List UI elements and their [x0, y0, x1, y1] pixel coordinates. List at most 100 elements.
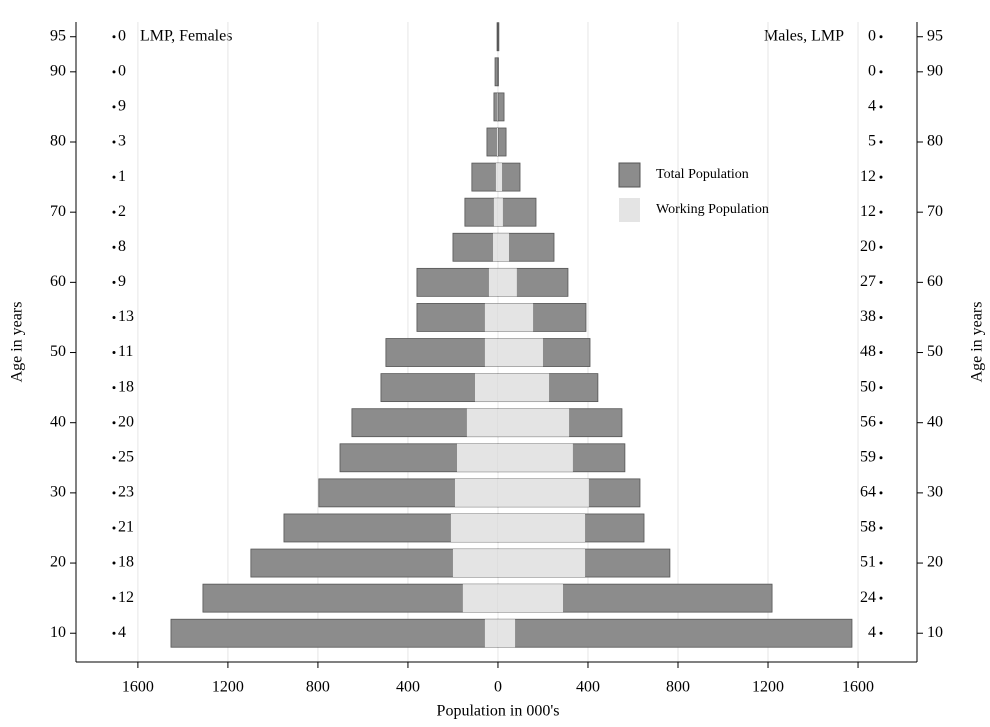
marker-dot [879, 280, 883, 284]
bar [484, 619, 498, 648]
y-tick-label: 20 [50, 554, 66, 571]
x-tick-label: 1200 [212, 679, 244, 696]
marker-dot [879, 70, 883, 74]
y-tick-label: 60 [50, 273, 66, 290]
bar [450, 513, 498, 542]
y-tick-label: 90 [927, 62, 943, 79]
bar [497, 373, 550, 402]
annotation-label: 4 [868, 624, 876, 641]
annotation-label: 20 [118, 413, 134, 430]
y-tick-label: 60 [927, 273, 943, 290]
bar [457, 443, 498, 472]
bar [497, 549, 586, 578]
y-tick-label: 40 [50, 413, 66, 430]
annotation-label: 58 [860, 519, 876, 536]
bar [497, 478, 589, 507]
bar [497, 408, 570, 437]
bar [486, 127, 499, 157]
marker-dot [879, 315, 883, 319]
annotation-label: 0 [868, 27, 876, 44]
bar [497, 198, 503, 227]
y-tick-label: 70 [50, 203, 66, 220]
annotation-label: 38 [860, 308, 876, 325]
bar [170, 618, 499, 648]
legend-label: Working Population [656, 202, 769, 217]
annotation-label: 9 [118, 273, 126, 290]
marker-dot [112, 631, 116, 635]
marker-dot [879, 596, 883, 600]
marker-dot [112, 315, 116, 319]
annotation-label: 59 [860, 448, 876, 465]
marker-dot [112, 35, 116, 39]
marker-dot [112, 421, 116, 425]
marker-dot [112, 140, 116, 144]
bar [497, 268, 517, 297]
bar [475, 373, 498, 402]
bar [497, 128, 498, 156]
bar [497, 197, 537, 227]
marker-dot [112, 70, 116, 74]
x-tick-label: 1600 [842, 679, 874, 696]
bar [497, 443, 573, 472]
marker-dot [112, 245, 116, 249]
bar [497, 233, 509, 262]
x-tick-label: 400 [396, 679, 420, 696]
annotation-label: 23 [118, 484, 134, 501]
marker-dot [879, 105, 883, 109]
bar [484, 303, 498, 332]
bar [452, 232, 499, 262]
marker-dot [879, 526, 883, 530]
annotation-label: 51 [860, 554, 876, 571]
marker-dot [112, 210, 116, 214]
y-tick-label: 70 [927, 203, 943, 220]
bar [497, 584, 564, 613]
y-tick-label: 95 [927, 27, 943, 44]
annotation-label: 13 [118, 308, 134, 325]
y-tick-label: 30 [50, 484, 66, 501]
annotation-label: 21 [118, 519, 134, 536]
y-tick-label: 10 [50, 624, 66, 641]
y-tick-label: 80 [50, 133, 66, 150]
marker-dot [112, 386, 116, 390]
annotation-label: 8 [118, 238, 126, 255]
left-title: LMP, Females [140, 28, 232, 45]
annotation-label: 5 [868, 133, 876, 150]
marker-dot [112, 596, 116, 600]
legend-label: Total Population [656, 167, 749, 182]
y-tick-label: 95 [50, 27, 66, 44]
marker-dot [112, 175, 116, 179]
bar [497, 92, 505, 122]
bar [497, 618, 853, 648]
marker-dot [879, 140, 883, 144]
annotation-label: 20 [860, 238, 876, 255]
bar [452, 549, 498, 578]
annotation-label: 4 [868, 98, 876, 115]
annotation-label: 0 [868, 62, 876, 79]
x-tick-label: 400 [576, 679, 600, 696]
y-tick-label: 20 [927, 554, 943, 571]
bar [497, 338, 543, 367]
marker-dot [879, 210, 883, 214]
bar [493, 92, 499, 122]
annotation-label: 4 [118, 624, 126, 641]
marker-dot [112, 351, 116, 355]
bar [497, 127, 507, 157]
bar [466, 408, 498, 437]
annotation-label: 50 [860, 378, 876, 395]
x-tick-label: 0 [494, 679, 502, 696]
bar [494, 57, 499, 87]
y-tick-label: 90 [50, 62, 66, 79]
annotation-label: 12 [118, 589, 134, 606]
annotation-label: 3 [118, 133, 126, 150]
marker-dot [879, 631, 883, 635]
bar [416, 267, 499, 297]
annotation-label: 0 [118, 27, 126, 44]
annotation-label: 11 [118, 343, 133, 360]
annotation-label: 0 [118, 62, 126, 79]
marker-dot [879, 351, 883, 355]
bar [497, 619, 516, 648]
marker-dot [112, 561, 116, 565]
y-tick-label: 30 [927, 484, 943, 501]
marker-dot [112, 105, 116, 109]
